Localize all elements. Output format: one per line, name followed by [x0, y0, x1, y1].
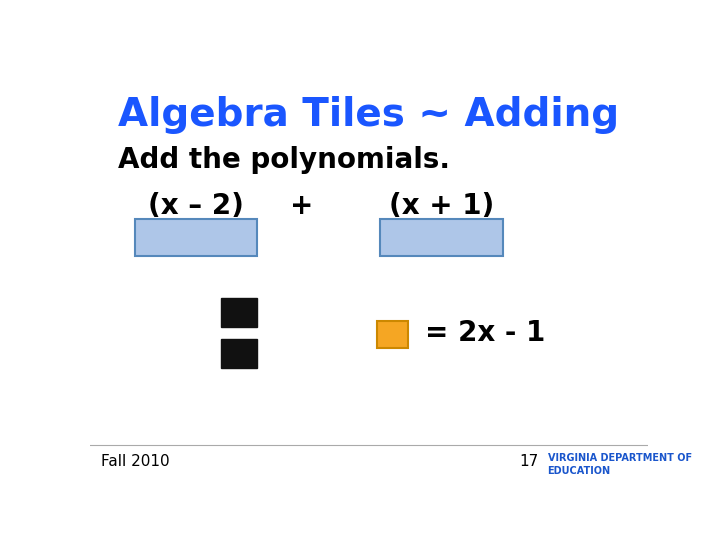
Text: 17: 17	[520, 454, 539, 469]
Text: VIRGINIA DEPARTMENT OF
EDUCATION: VIRGINIA DEPARTMENT OF EDUCATION	[547, 453, 692, 476]
Text: +: +	[290, 192, 314, 220]
Text: = 2x - 1: = 2x - 1	[425, 319, 545, 347]
FancyBboxPatch shape	[380, 219, 503, 256]
Text: (x – 2): (x – 2)	[148, 192, 244, 220]
FancyBboxPatch shape	[221, 298, 258, 327]
Text: Add the polynomials.: Add the polynomials.	[118, 146, 450, 174]
Text: Fall 2010: Fall 2010	[101, 454, 170, 469]
Text: Algebra Tiles ~ Adding: Algebra Tiles ~ Adding	[118, 96, 620, 134]
FancyBboxPatch shape	[377, 321, 408, 348]
Text: (x + 1): (x + 1)	[389, 192, 494, 220]
FancyBboxPatch shape	[221, 339, 258, 368]
FancyBboxPatch shape	[135, 219, 258, 256]
